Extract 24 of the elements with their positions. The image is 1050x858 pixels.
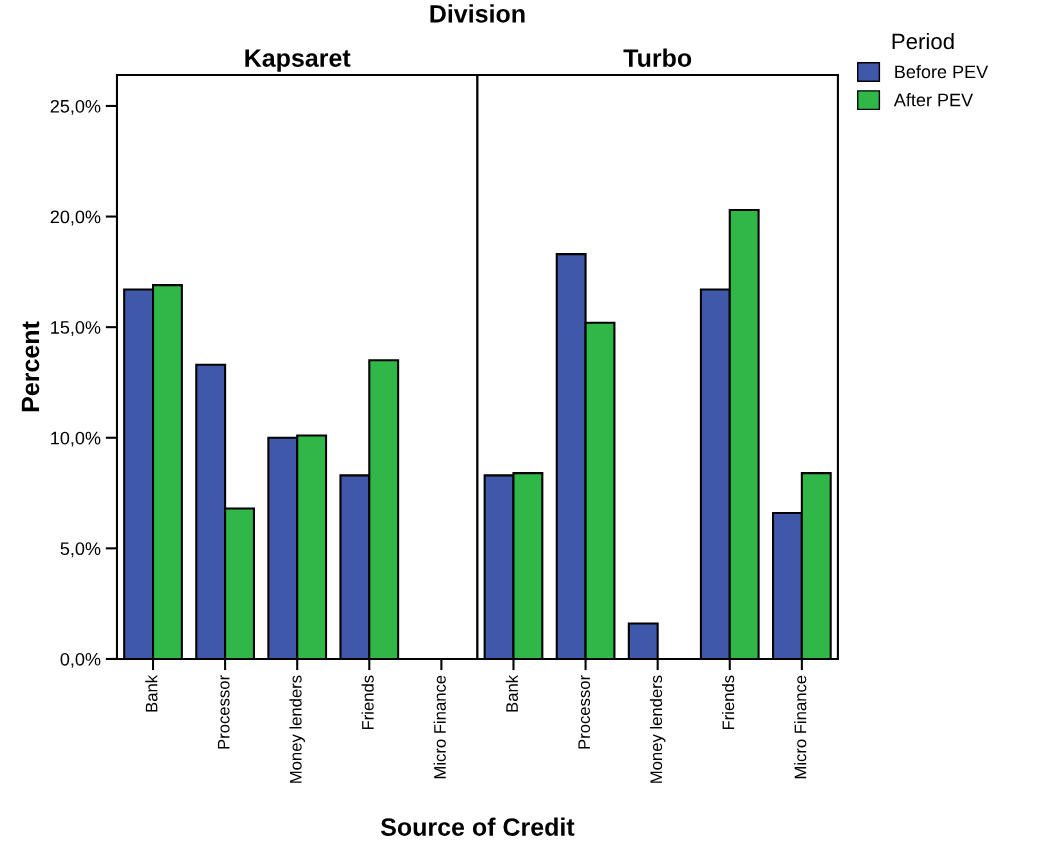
legend-label: Before PEV [895,64,989,79]
x-tick-label: Bank [145,674,158,712]
x-tick-label: Micro Finance [433,675,446,779]
y-tick-label: 5,0% [60,542,101,558]
x-tick-label: Friends [361,675,374,730]
x-axis-title: Source of Credit [380,817,575,836]
x-tick-label: Bank [505,674,518,712]
x-tick-label: Money lenders [289,675,305,783]
y-tick-label: 20,0% [50,210,101,226]
x-tick-label: Friends [721,675,735,730]
x-tick-label: Processor [578,675,591,749]
legend-title: Period [892,32,954,50]
chart-title: Kapsaret [245,49,351,72]
y-tick-label: 10,0% [51,431,101,447]
y-axis-title: Percent [21,321,40,412]
y-tick-label: 25,0% [50,99,101,115]
text: Division [430,4,525,23]
chart-title: Turbo [623,48,692,67]
x-tick-label: Money lenders [649,675,666,783]
x-tick-label: Micro Finance [794,675,807,779]
y-tick-label: 0,0% [60,652,101,668]
x-tick-label: Processor [217,675,230,749]
legend-label: After PEV [893,93,974,107]
y-tick-label: 15,0% [51,321,101,336]
